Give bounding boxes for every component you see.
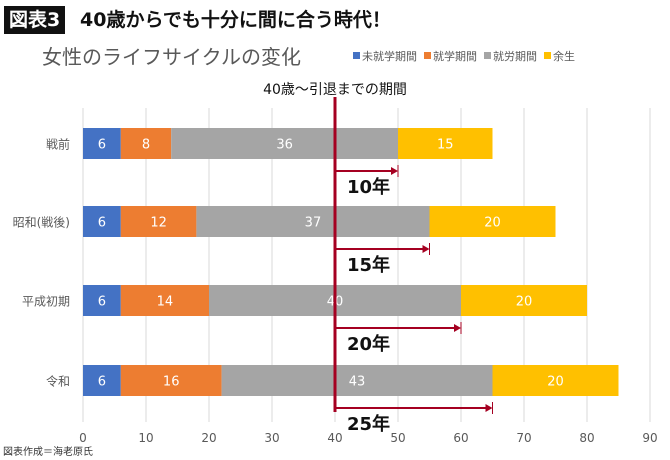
bar-segment <box>171 128 398 159</box>
bar-value-label: 20 <box>547 375 564 390</box>
bar-segment <box>492 365 619 396</box>
legend-swatch <box>424 52 431 59</box>
headline: 40歳からでも十分に間に合う時代！ <box>80 9 391 31</box>
bar-value-label: 15 <box>437 138 454 153</box>
bar-value-label: 20 <box>484 216 501 231</box>
bar-segment <box>398 128 493 159</box>
legend-label: 未就学期間 <box>362 49 417 63</box>
bar-value-label: 14 <box>157 295 174 310</box>
legend-label: 就労期間 <box>493 49 537 63</box>
legend-swatch <box>484 52 491 59</box>
legend: 未就学期間 就学期間 就労期間 余生 <box>353 49 575 63</box>
x-tick-label: 10 <box>138 431 153 445</box>
y-category-label: 平成初期 <box>22 295 70 309</box>
x-tick-label: 50 <box>390 431 405 445</box>
y-category-label: 昭和(戦後) <box>13 216 70 230</box>
span-label: 20年 <box>347 333 390 355</box>
x-tick-label: 70 <box>516 431 531 445</box>
span-label: 25年 <box>347 413 390 435</box>
bar-segment <box>429 206 556 237</box>
bar-segment <box>83 285 121 316</box>
bar-value-label: 43 <box>349 375 366 390</box>
annotation-label: 40歳～引退までの期間 <box>263 82 407 98</box>
bar-value-label: 6 <box>98 216 106 231</box>
credit: 図表作成＝海老原氏 <box>3 447 93 458</box>
bar-value-label: 8 <box>142 138 150 153</box>
bar-segment <box>461 285 587 316</box>
bar-value-label: 12 <box>150 216 167 231</box>
bar-segment <box>120 128 172 159</box>
chart-title: 女性のライフサイクルの変化 <box>42 45 301 69</box>
bar-value-label: 36 <box>276 138 293 153</box>
bar-value-label: 6 <box>98 138 106 153</box>
arrow-head <box>454 324 461 332</box>
legend-label: 就学期間 <box>433 49 477 63</box>
figure-badge: 図表3 <box>4 6 66 34</box>
y-category-label: 戦前 <box>46 137 70 152</box>
x-tick-label: 80 <box>579 431 594 445</box>
legend-swatch <box>544 52 551 59</box>
bar-segment <box>120 206 197 237</box>
bar-segment <box>83 128 121 159</box>
y-category-label: 令和 <box>46 374 70 389</box>
x-tick-label: 30 <box>264 431 279 445</box>
bar-segment <box>120 285 209 316</box>
bar-value-label: 37 <box>305 216 322 231</box>
bar-segment <box>221 365 493 396</box>
x-tick-label: 40 <box>327 431 342 445</box>
legend-label: 余生 <box>553 49 575 63</box>
bar-value-label: 20 <box>516 295 533 310</box>
arrow-head <box>485 404 493 412</box>
bar-segment <box>196 206 430 237</box>
bar-value-label: 6 <box>98 295 106 310</box>
x-tick-label: 60 <box>453 431 468 445</box>
x-tick-label: 90 <box>642 431 657 445</box>
bar-segment <box>120 365 222 396</box>
arrow-head <box>422 245 430 253</box>
legend-swatch <box>353 52 360 59</box>
bar-value-label: 16 <box>163 375 180 390</box>
x-tick-label: 0 <box>79 431 87 445</box>
bar-value-label: 6 <box>98 375 106 390</box>
span-label: 15年 <box>347 254 390 276</box>
arrow-head <box>391 167 398 175</box>
span-label: 10年 <box>347 176 390 198</box>
bar-segment <box>83 206 121 237</box>
x-tick-label: 20 <box>201 431 216 445</box>
bar-segment <box>83 365 121 396</box>
